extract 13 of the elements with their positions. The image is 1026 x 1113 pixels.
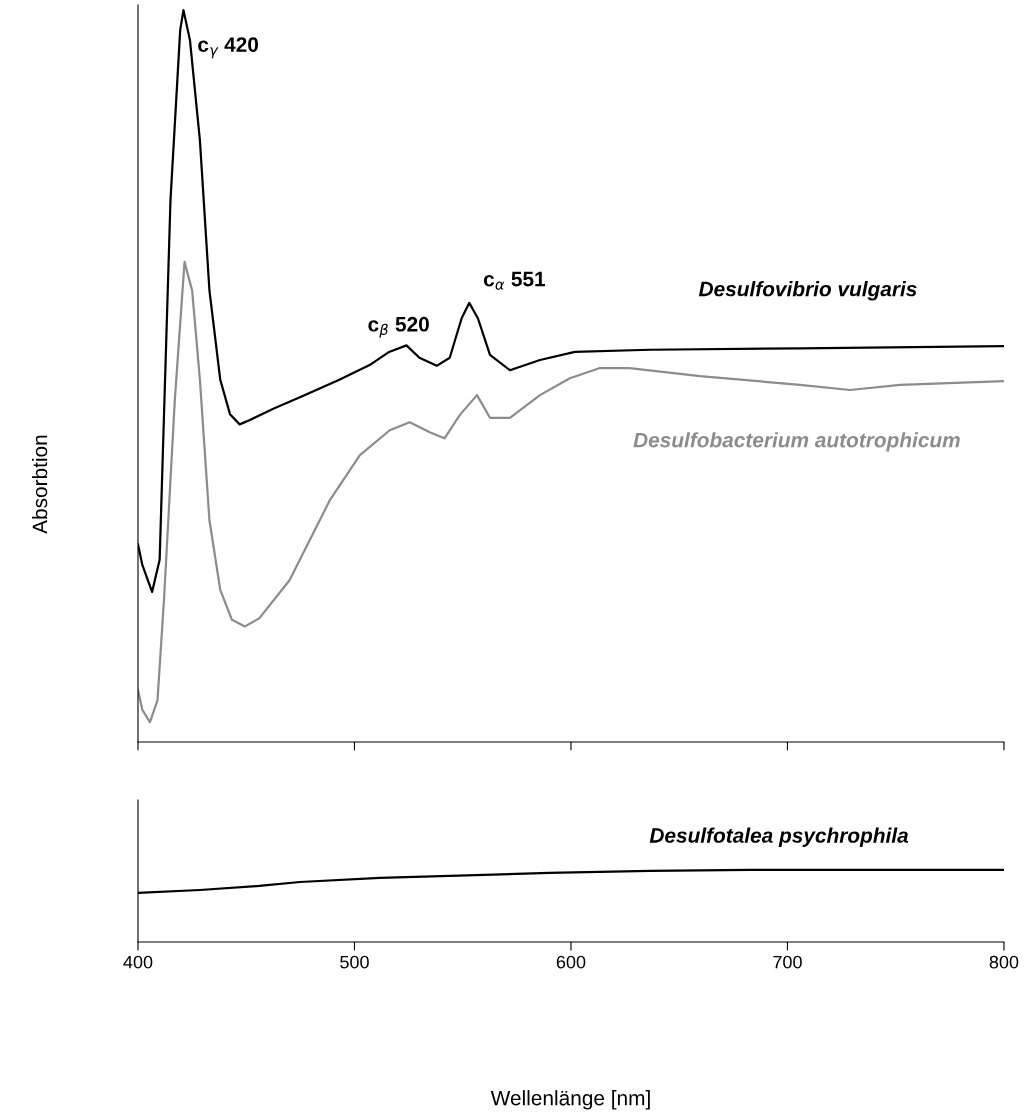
annotation: c$_{β}$ 520 — [368, 316, 429, 338]
annotation: c$_{α}$ 551 — [483, 271, 546, 290]
x-tick-label: 600 — [556, 955, 586, 969]
x-tick-label: 400 — [123, 955, 153, 969]
series-label: Desulfotalea psychrophila — [649, 827, 909, 847]
x-tick-label: 700 — [773, 955, 802, 969]
x-tick-label: 800 — [989, 955, 1019, 969]
annotation: c$_{γ}$ 420 — [198, 37, 259, 59]
text: Desulfobacterium autotrophicum — [633, 432, 960, 452]
y-axis-title: Absorbtion — [31, 435, 48, 534]
x-axis-title: Wellenlänge [nm] — [490, 1090, 650, 1110]
text: Desulfovibrio vulgaris — [698, 281, 917, 301]
x-tick-label: 500 — [340, 955, 369, 969]
